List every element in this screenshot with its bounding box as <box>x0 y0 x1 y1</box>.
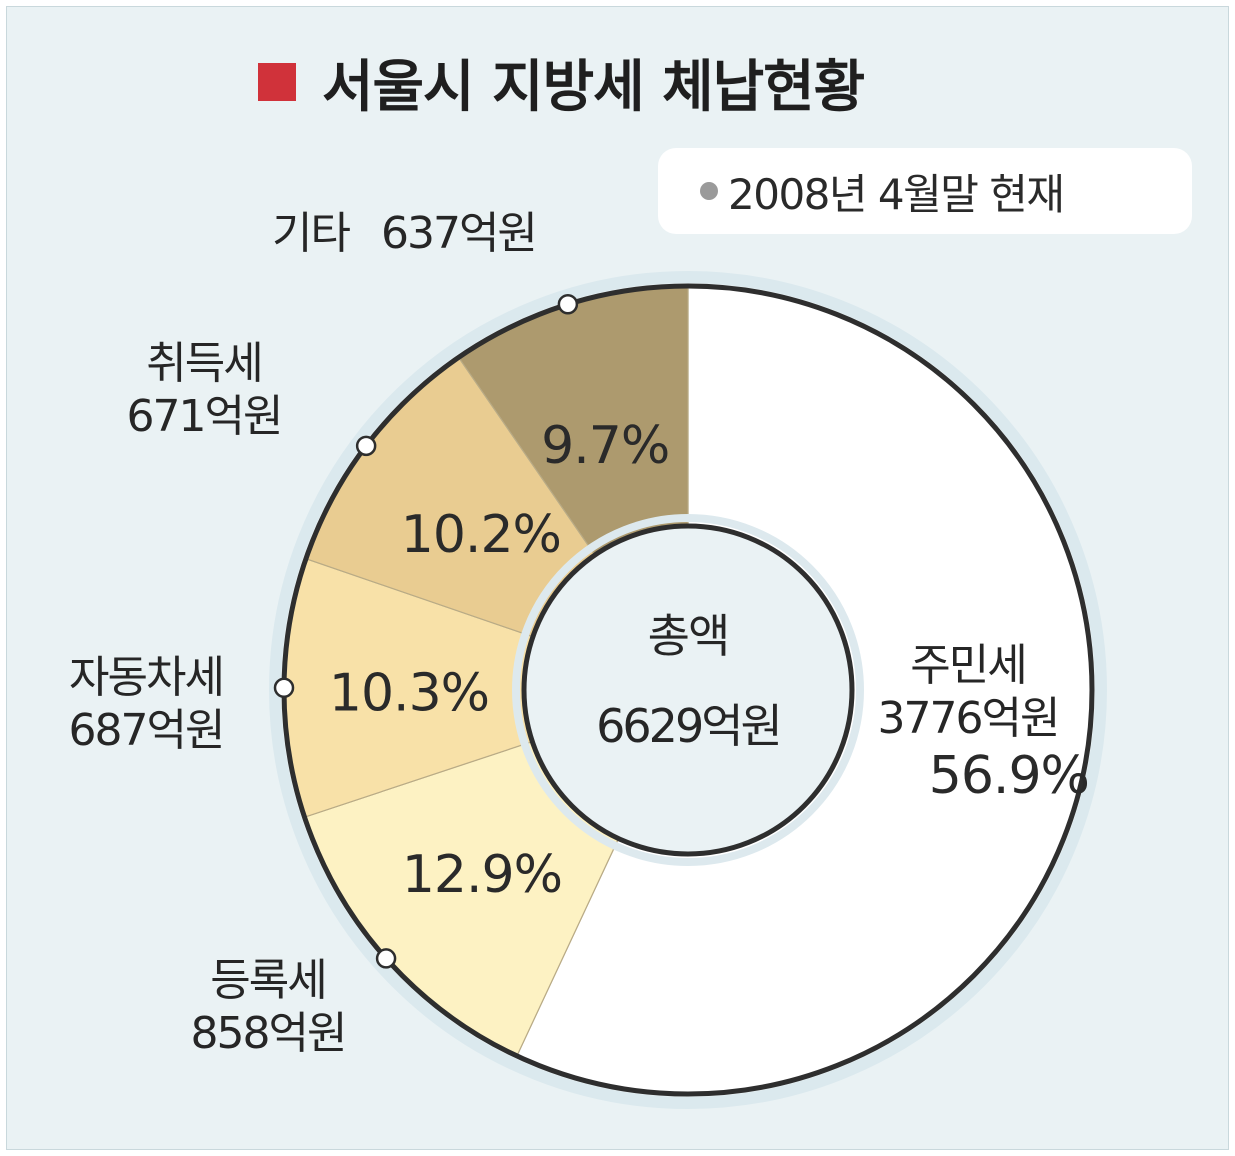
date-note-badge: 2008년 4월말 현재 <box>658 148 1192 234</box>
leader-dot-icon <box>273 677 295 699</box>
date-note-text: 2008년 4월말 현재 <box>728 169 1065 219</box>
chart-title: 서울시 지방세 체납현황 <box>322 54 865 120</box>
slice-label-registration-tax: 등록세 858억원 <box>168 955 368 1061</box>
percent-labels: 56.9% 12.9% 10.3% 10.2% 9.7% <box>329 416 1090 905</box>
chart-header: 서울시 지방세 체납현황 <box>258 42 865 122</box>
slice-amount: 637억원 <box>380 208 538 259</box>
slice-name: 등록세 <box>210 955 327 1006</box>
center-total-value: 6629억원 <box>596 699 780 753</box>
slice-amount: 671억원 <box>126 390 284 442</box>
inner-halo-ring <box>512 514 864 866</box>
leader-dots <box>273 294 579 969</box>
slice-name: 주민세 <box>910 640 1027 691</box>
slice-label-other: 기타 637억원 <box>272 208 538 261</box>
bullet-dot-icon <box>700 182 718 200</box>
donut-inner-hole <box>521 523 855 857</box>
leader-dot-icon <box>355 435 377 457</box>
leader-dot-icon <box>557 294 579 315</box>
center-total-label: 총액 <box>648 609 729 663</box>
slice-name: 기타 <box>272 208 351 259</box>
slice-amount: 858억원 <box>190 1007 348 1059</box>
slice-label-residence-tax: 주민세 3776억원 <box>868 640 1068 746</box>
slice-label-vehicle-tax: 자동차세 687억원 <box>36 652 256 758</box>
percent-label: 10.2% <box>401 505 561 565</box>
percent-label: 10.3% <box>329 664 489 724</box>
slice-amount: 3776억원 <box>877 692 1061 744</box>
leader-dot-icon <box>375 948 397 969</box>
percent-label: 56.9% <box>929 746 1089 806</box>
title-marker-icon <box>258 63 296 101</box>
slice-name: 취득세 <box>146 338 263 389</box>
slice-amount: 687억원 <box>68 704 226 756</box>
percent-label: 9.7% <box>541 416 669 476</box>
slice-name: 자동차세 <box>69 652 225 703</box>
slice-label-acquisition-tax: 취득세 671억원 <box>104 338 304 444</box>
percent-label: 12.9% <box>402 845 562 905</box>
